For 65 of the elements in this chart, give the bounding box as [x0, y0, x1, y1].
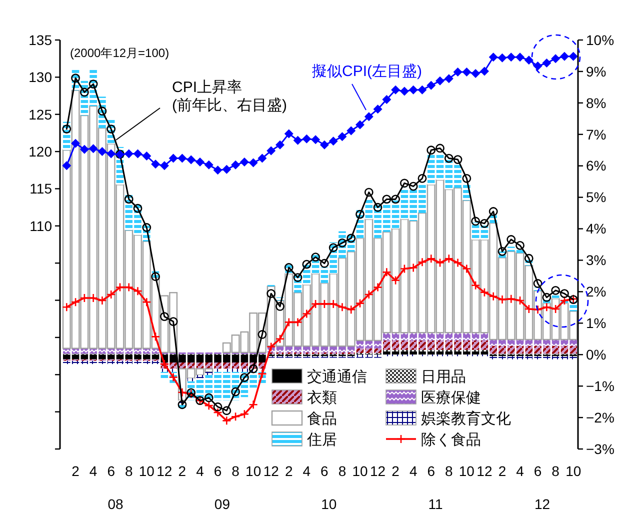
x-tick-label: 10	[352, 463, 368, 479]
text: 11	[428, 496, 444, 512]
x-tick-label: 8	[552, 463, 560, 479]
x-tick-label: 2	[284, 463, 293, 479]
x-tick-label: 4	[302, 463, 311, 479]
y2-tick-label: −2%	[586, 409, 614, 426]
x-tick-label: 2	[498, 463, 506, 479]
x-tick-label: 6	[214, 463, 222, 479]
x-tick-label: 12	[370, 463, 386, 479]
x-tick-label: 4	[516, 463, 524, 479]
y2-tick-label: 1%	[586, 315, 606, 332]
legend-label: 衣類	[307, 389, 337, 406]
annotation: (2000年12月=100)	[70, 46, 170, 60]
y2-tick-label: 2%	[586, 284, 606, 300]
y-tick-label: 135	[28, 32, 52, 48]
legend-label: 娯楽教育文化	[421, 410, 511, 428]
x-tick-label: 2	[392, 463, 400, 479]
text: CPI上昇率(前年比、右目盛)	[172, 79, 287, 114]
x-tick-label: 10	[566, 463, 582, 479]
legend-label: 住居	[306, 431, 337, 448]
y2-tick-label: 7%	[586, 126, 606, 142]
legend-label: 交通通信	[307, 368, 367, 386]
y2-tick-label: 0%	[586, 346, 606, 363]
y2-tick-label: 10%	[586, 32, 614, 48]
y-tick-label: 115	[30, 180, 52, 197]
y-tick-label: 125	[28, 106, 52, 122]
legend-label: 食品	[307, 410, 337, 428]
series-label: 擬似CPI(左目盛)	[312, 63, 422, 80]
y2-tick-label: 3%	[586, 252, 606, 268]
y2-tick-label: −1%	[586, 378, 614, 394]
x-tick-label: 8	[232, 463, 240, 479]
x-tick-label: 8	[445, 463, 453, 479]
y2-tick-label: 5%	[586, 189, 606, 206]
y2-tick-label: 4%	[586, 220, 606, 237]
x-tick-label: 12	[476, 463, 492, 479]
x-tick-label: 8	[338, 463, 346, 479]
x-tick-label: 6	[107, 463, 116, 479]
text: 12	[534, 496, 550, 512]
text: 08	[108, 496, 124, 512]
y2-tick-label: 8%	[586, 94, 606, 111]
legend-label: 除く食品	[421, 431, 481, 448]
x-tick-label: 4	[89, 463, 98, 479]
x-tick-label: 10	[458, 463, 475, 479]
x-tick-label: 2	[178, 463, 186, 479]
x-tick-label: 12	[156, 463, 172, 479]
x-tick-label: 8	[124, 463, 133, 479]
y2-tick-label: −3%	[586, 440, 614, 457]
x-tick-label: 6	[320, 463, 329, 479]
text: 10	[321, 496, 337, 512]
x-tick-label: 12	[263, 463, 280, 479]
x-tick-label: 4	[196, 463, 204, 479]
legend-label: 日用品	[421, 368, 466, 386]
x-tick-label: 10	[138, 463, 155, 479]
x-tick-label: 4	[409, 463, 418, 479]
x-tick-label: 2	[72, 463, 80, 479]
y-tick-label: 110	[30, 218, 52, 234]
text: 09	[214, 496, 230, 512]
x-tick-label: 6	[534, 463, 542, 479]
y2-tick-label: 9%	[586, 63, 606, 80]
y2-tick-label: 6%	[586, 158, 606, 174]
y-tick-label: 130	[28, 69, 52, 86]
x-tick-label: 6	[427, 463, 436, 479]
x-tick-label: 10	[246, 463, 262, 479]
y-tick-label: 120	[28, 143, 52, 160]
legend-label: 医療保健	[421, 389, 481, 406]
